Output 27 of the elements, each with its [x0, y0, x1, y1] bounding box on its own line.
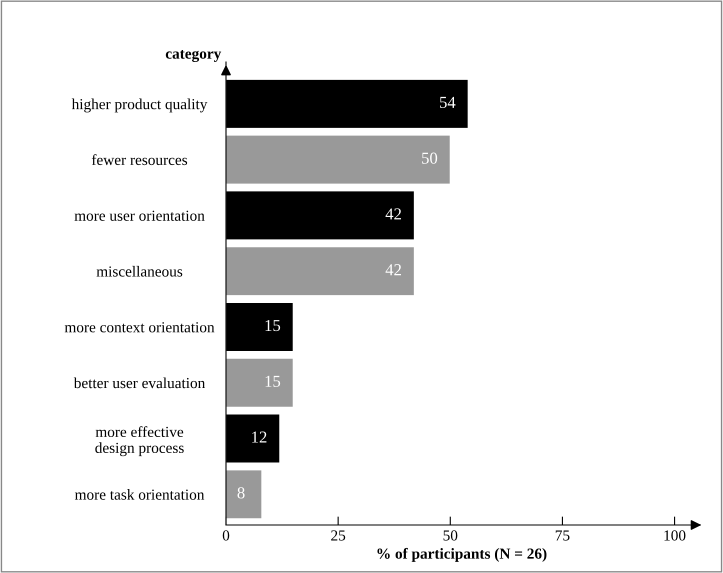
- y-axis-title: category: [166, 50, 222, 62]
- y-tick-label: more effective design process: [95, 426, 184, 456]
- data-label: 54: [440, 96, 456, 108]
- y-tick-label: more task orientation: [74, 489, 204, 500]
- data-label: 15: [266, 376, 280, 387]
- y-tick-label: fewer resources: [92, 154, 188, 166]
- bar: [226, 469, 262, 520]
- bar: [226, 358, 294, 408]
- data-label: 42: [386, 264, 401, 276]
- data-label: 8: [238, 487, 245, 498]
- bar: [226, 246, 415, 296]
- x-tick-label: 100: [664, 530, 686, 541]
- data-label: 12: [252, 432, 266, 443]
- x-axis-title: % of participants (N = 26): [377, 548, 546, 562]
- x-tick-label: 0: [222, 530, 230, 541]
- y-tick-label: better user evaluation: [74, 377, 206, 388]
- x-tick-label: 75: [556, 530, 570, 541]
- bar: [226, 134, 451, 185]
- data-label: 50: [422, 152, 438, 164]
- data-label: 15: [266, 320, 280, 332]
- y-tick-label: higher product quality: [72, 98, 208, 112]
- y-tick-label: more user orientation: [74, 210, 205, 221]
- x-tick-label: 50: [444, 530, 458, 541]
- data-label: 42: [386, 208, 401, 220]
- y-tick-label: more context orientation: [64, 322, 214, 332]
- x-tick-label: 25: [331, 530, 346, 541]
- y-tick-label: miscellaneous: [96, 266, 182, 277]
